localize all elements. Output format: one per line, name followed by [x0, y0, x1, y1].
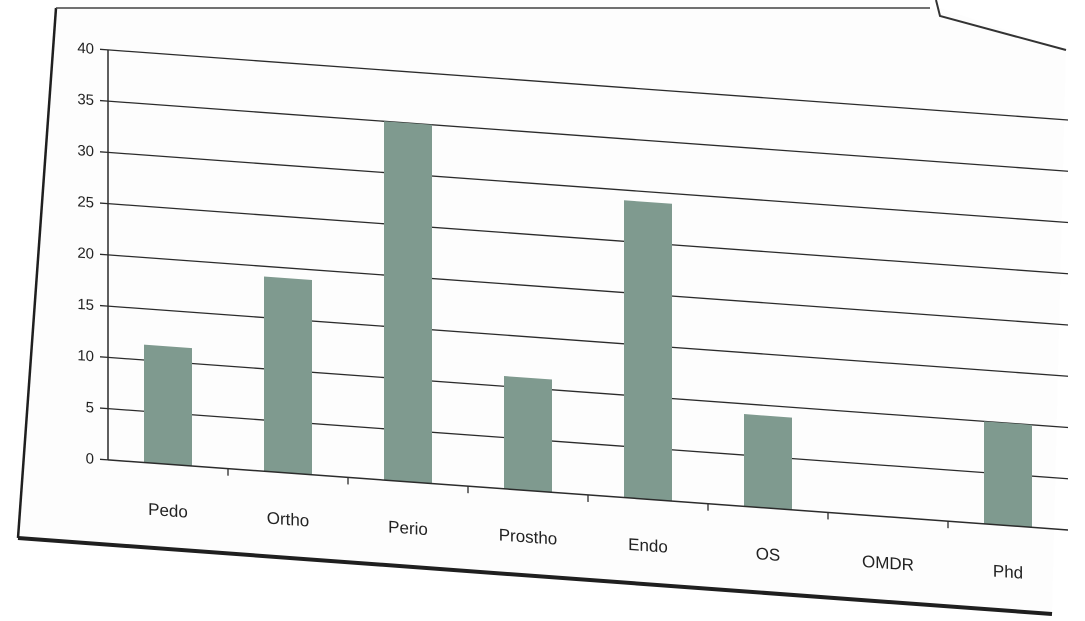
y-tick-mark — [100, 356, 108, 359]
y-tick-label: 5 — [86, 399, 94, 417]
bars — [144, 121, 1032, 528]
y-tick-mark — [100, 151, 108, 154]
gridline — [108, 100, 1068, 172]
paper-left-edge — [16, 7, 58, 539]
bar-os — [744, 414, 792, 510]
paper-corner-fold — [935, 0, 1067, 51]
y-tick-label: 35 — [77, 91, 94, 109]
x-category-label: Ortho — [267, 508, 310, 530]
bar-prostho — [504, 376, 552, 493]
x-category-label: Pedo — [148, 500, 188, 522]
x-category-label: Perio — [388, 517, 428, 539]
y-tick-mark — [100, 202, 108, 205]
y-tick-mark — [100, 99, 108, 102]
x-category-label: OS — [756, 544, 781, 565]
y-tick-mark — [100, 407, 108, 410]
y-tick-mark — [100, 253, 108, 256]
y-tick-label: 30 — [77, 142, 94, 160]
x-category-label: Prostho — [499, 525, 558, 548]
y-tick-mark — [100, 458, 108, 461]
bar-endo — [624, 200, 672, 502]
gridline — [108, 151, 1068, 224]
y-tick-mark — [100, 304, 108, 307]
y-tick-label: 20 — [77, 245, 94, 263]
chart-plot: 0 5 10 15 20 25 30 35 40 Pedo Ortho Perio Prostho En… — [77, 40, 1068, 583]
bar-perio — [384, 121, 432, 484]
y-tick-mark — [100, 48, 108, 51]
y-axis-tick-labels: 0 5 10 15 20 25 30 35 40 — [77, 40, 94, 468]
paper-bottom-edge — [17, 536, 1053, 616]
x-category-label: OMDR — [862, 552, 914, 575]
x-axis-line — [108, 459, 1068, 531]
y-tick-label: 25 — [77, 193, 94, 211]
bar-ortho — [264, 276, 312, 475]
gridline — [108, 254, 1068, 326]
gridline — [108, 49, 1068, 121]
y-tick-label: 15 — [77, 296, 94, 314]
y-tick-label: 10 — [77, 347, 94, 365]
axes — [100, 48, 1068, 531]
x-category-label: Endo — [628, 535, 668, 557]
y-tick-label: 40 — [77, 40, 94, 58]
x-category-label: Phd — [993, 562, 1023, 583]
bar-pedo — [144, 344, 192, 467]
bar-phd — [984, 421, 1032, 528]
gridline — [108, 202, 1068, 275]
x-axis-category-labels: Pedo Ortho Perio Prostho Endo OS OMDR Phd — [148, 500, 1023, 583]
y-tick-label: 0 — [86, 450, 94, 468]
